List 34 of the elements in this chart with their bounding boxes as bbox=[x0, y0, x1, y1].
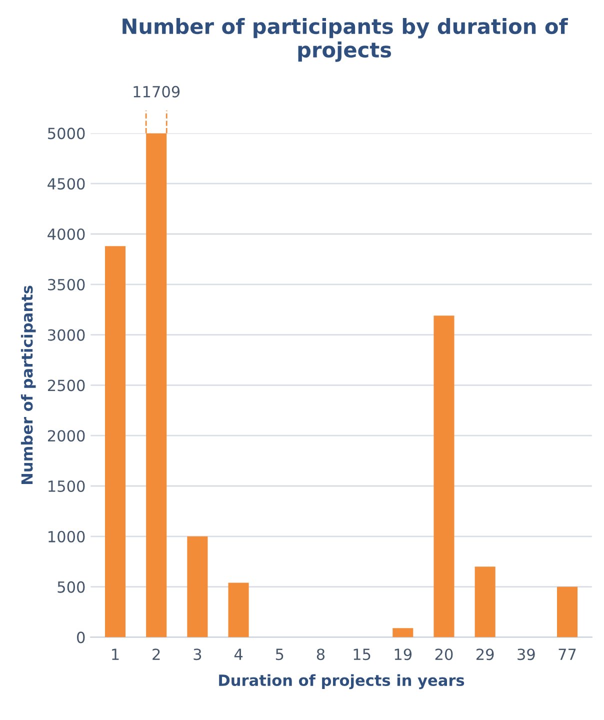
y-tick-label: 4000 bbox=[48, 228, 85, 240]
y-tick-label: 500 bbox=[58, 581, 85, 593]
y-tick-label: 1000 bbox=[48, 530, 85, 542]
bar bbox=[187, 536, 208, 638]
bar bbox=[104, 246, 126, 638]
annotation: 11709 bbox=[134, 86, 180, 98]
x-tick-label: 15 bbox=[354, 648, 370, 660]
x-tick-label: 3 bbox=[194, 648, 202, 660]
x-tick-label: 1 bbox=[112, 648, 119, 660]
y-tick-label: 2500 bbox=[48, 380, 85, 392]
x-tick-label: 5 bbox=[276, 648, 284, 660]
y-tick-label: 1500 bbox=[48, 480, 85, 492]
x-tick-label: 29 bbox=[476, 648, 494, 660]
y-tick-label: 3000 bbox=[48, 329, 85, 341]
bar bbox=[556, 586, 578, 638]
x-tick-label: 19 bbox=[394, 648, 412, 660]
y-axis-title: Number of participants bbox=[20, 286, 36, 484]
y-tick-label: 0 bbox=[77, 632, 85, 644]
bar bbox=[392, 628, 414, 638]
bar bbox=[228, 582, 249, 638]
y-tick-label: 2000 bbox=[48, 430, 85, 442]
x-tick-label: 20 bbox=[435, 648, 453, 660]
x-tick-label: 39 bbox=[518, 648, 535, 660]
y-tick-label: 5000 bbox=[48, 128, 85, 140]
bar bbox=[434, 316, 454, 638]
bar bbox=[474, 566, 496, 638]
x-tick-label: 2 bbox=[152, 648, 160, 660]
x-tick-label: 4 bbox=[234, 648, 243, 660]
x-tick-label: 8 bbox=[316, 648, 325, 660]
x-axis-title: Duration of projects in years bbox=[219, 674, 464, 690]
x-tick-label: 77 bbox=[558, 648, 576, 660]
chart-title: Number of participants by duration of projects bbox=[122, 18, 568, 62]
y-tick-label: 4500 bbox=[48, 178, 85, 190]
y-tick-label: 3500 bbox=[48, 278, 85, 290]
